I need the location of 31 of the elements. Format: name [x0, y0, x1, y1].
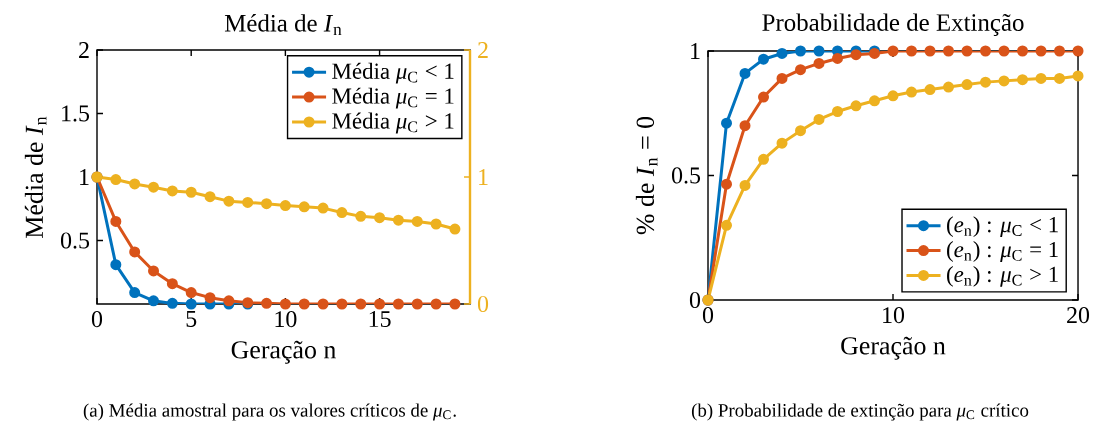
- text: (a) Média amostral para os valores críticos de μ$_{C}$.: [83, 403, 456, 421]
- y-axis-title: % de I$_{n}$ = 0: [635, 116, 658, 235]
- x-tick-label: 5: [186, 311, 197, 327]
- chart-title: Média de I$_{n}$: [224, 14, 342, 35]
- legend-label: Média μ$_{C}$ < 1: [332, 62, 454, 84]
- y2-tick-label: 0: [477, 295, 489, 313]
- x-tick-label: 10: [275, 311, 297, 328]
- legend-label: Média μ$_{C}$ > 1: [332, 112, 454, 134]
- y-tick-label: 0: [689, 291, 701, 309]
- legend-label: (e$_{n}$) : μ$_{C}$ = 1: [947, 241, 1058, 262]
- x-tick-label: 20: [1067, 307, 1090, 324]
- x-axis-title: Geração n: [841, 336, 946, 360]
- x-tick-label: 0: [702, 307, 714, 324]
- legend-label: (e$_{n}$) : μ$_{C}$ > 1: [947, 265, 1058, 287]
- y-tick-label: 1: [691, 43, 700, 59]
- y-tick-label: 1.5: [62, 105, 90, 122]
- x-tick-label: 0: [91, 311, 103, 328]
- y-tick-label: 2: [79, 42, 89, 58]
- y-tick-label: 0.5: [671, 167, 701, 184]
- text: (b) Probabilidade de extinção para μ$_{C}$ crítico: [691, 403, 1029, 421]
- chart-title: Probabilidade de Extinção: [762, 13, 1024, 37]
- x-tick-label: 15: [369, 311, 391, 328]
- x-tick-label: 10: [883, 307, 905, 324]
- y2-tick-label: 1: [479, 169, 488, 185]
- legend-label: (e$_{n}$) : μ$_{C}$ < 1: [947, 216, 1058, 238]
- y-tick-label: 0.5: [60, 232, 90, 249]
- y2-tick-label: 2: [478, 42, 488, 58]
- legend-label: Média μ$_{C}$ = 1: [332, 87, 454, 109]
- y-axis-title: Média de I$_{n}$: [24, 116, 47, 238]
- x-axis-title: Geração n: [231, 340, 336, 364]
- y-tick-label: 1: [80, 169, 89, 185]
